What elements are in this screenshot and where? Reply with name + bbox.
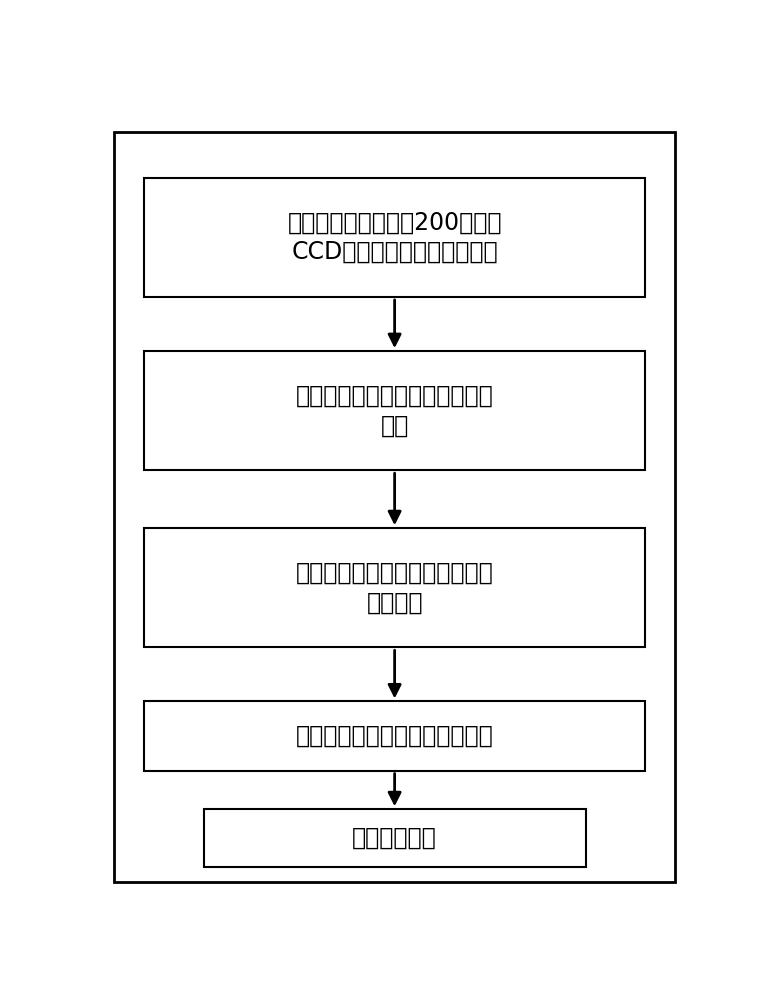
Text: 提取单晶生长固液界面处的晶体: 提取单晶生长固液界面处的晶体 <box>296 384 494 408</box>
Text: 获得单晶直径: 获得单晶直径 <box>352 826 437 850</box>
Bar <box>144 701 645 771</box>
Bar <box>144 351 645 470</box>
Bar <box>203 809 586 867</box>
Bar <box>144 528 645 647</box>
Text: CCD摄像头获取单晶生长图像: CCD摄像头获取单晶生长图像 <box>291 240 498 264</box>
Bar <box>144 178 645 297</box>
Text: 椭圆边界: 椭圆边界 <box>367 590 423 614</box>
Text: 轮廓: 轮廓 <box>380 413 409 437</box>
Text: 将所述晶体轮廓进行拟合，获得: 将所述晶体轮廓进行拟合，获得 <box>296 561 494 585</box>
Text: 利用一个分辨率高于200万像素: 利用一个分辨率高于200万像素 <box>287 211 502 235</box>
Text: 将所述椭圆边界校正成圆形边界: 将所述椭圆边界校正成圆形边界 <box>296 724 494 748</box>
